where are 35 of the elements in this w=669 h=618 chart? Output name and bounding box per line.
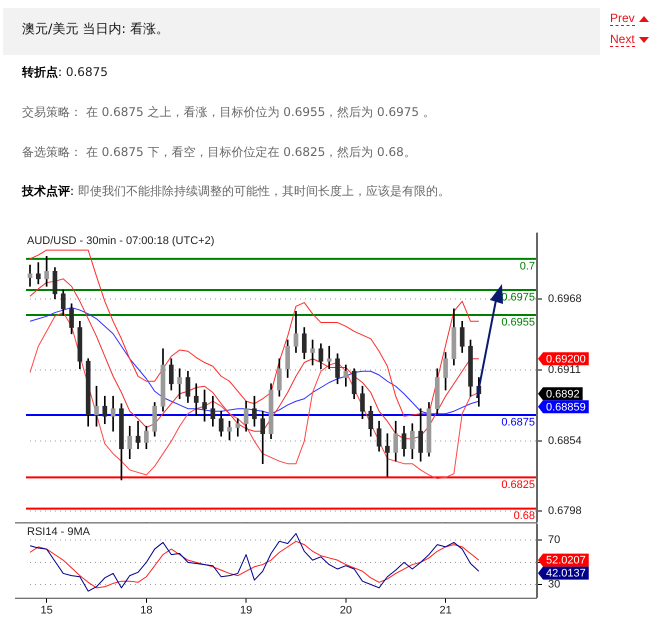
ref-line-label: 0.68 bbox=[514, 510, 535, 522]
ref-line-label: 0.7 bbox=[520, 260, 535, 272]
text: Prev bbox=[610, 11, 635, 26]
text: 备选策略： 在 0.6875 下，看空，目标价位定在 0.6825，然后为 0.68。 bbox=[22, 144, 416, 161]
x-tick-label: 19 bbox=[240, 604, 252, 616]
chart-title: AUD/USD - 30min - 07:00:18 (UTC+2) bbox=[27, 235, 214, 248]
candlestick bbox=[136, 420, 140, 450]
x-tick-label: 15 bbox=[40, 604, 53, 616]
y-tick-label: 0.6968 bbox=[548, 292, 582, 305]
ref-line-label: 0.6955 bbox=[501, 316, 535, 329]
y-tick-label: 70 bbox=[548, 534, 560, 546]
ref-line-label: 0.6875 bbox=[501, 416, 535, 429]
text: 转折点: 0.6875 bbox=[22, 65, 108, 79]
candlestick bbox=[28, 264, 32, 287]
x-tick-label: 18 bbox=[140, 604, 152, 616]
text: Next bbox=[610, 32, 635, 47]
text: 52.0207 bbox=[546, 554, 586, 567]
x-tick-label: 20 bbox=[340, 604, 352, 616]
y-tick-label: 30 bbox=[548, 578, 560, 591]
ref-line-label: 0.6825 bbox=[501, 478, 535, 491]
candlestick bbox=[94, 386, 99, 427]
text: 42.0137 bbox=[546, 568, 586, 580]
y-tick-label: 0.6854 bbox=[548, 435, 582, 448]
candlestick bbox=[202, 390, 207, 422]
text: 技术点评: 即使我们不能排除持续调整的可能性，其时间长度上，应该是有限的。 bbox=[22, 184, 450, 198]
y-tick-label: 0.6911 bbox=[548, 364, 581, 376]
text: 交易策略： 在 0.6875 之上，看涨，目标价位为 0.6955，然后为 0.6975 。 bbox=[22, 104, 435, 121]
chart-title: RSI14 - 9MA bbox=[27, 526, 91, 538]
text: 0.6892 bbox=[546, 388, 580, 400]
text: 0.68859 bbox=[546, 401, 586, 414]
x-tick-label: 21 bbox=[439, 604, 452, 616]
text: 澳元/美元 当日内: 看涨。 bbox=[22, 21, 170, 38]
text: 0.69200 bbox=[546, 353, 586, 366]
y-tick-label: 0.6798 bbox=[548, 505, 582, 518]
ref-line-label: 0.6975 bbox=[501, 292, 535, 304]
